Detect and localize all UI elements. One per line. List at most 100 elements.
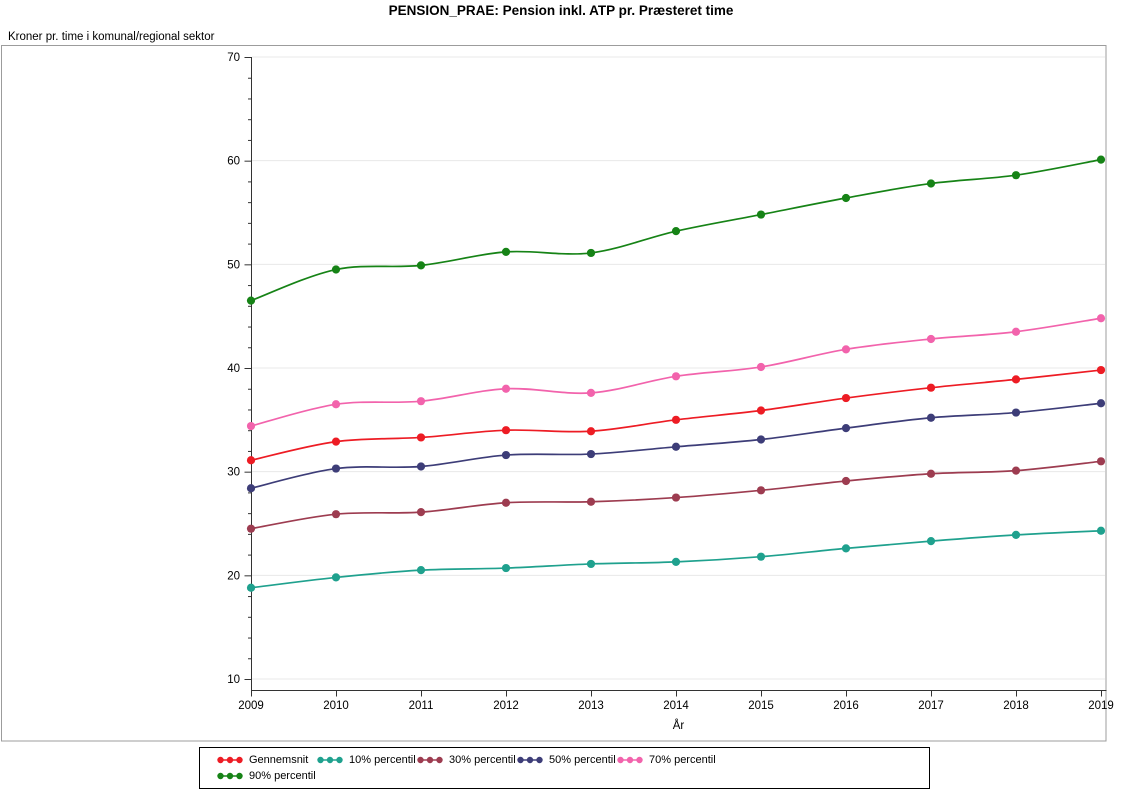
- data-point-30-percentil: [671, 493, 681, 502]
- data-point-70-percentil: [926, 334, 936, 344]
- data-point-30-percentil: [501, 498, 511, 507]
- y-tick-label: 30: [227, 467, 240, 479]
- data-point-gennemsnit: [841, 393, 851, 403]
- data-point-50-percentil: [1096, 399, 1106, 408]
- data-point-30-percentil: [756, 486, 766, 495]
- data-point-gennemsnit: [1011, 375, 1021, 384]
- data-point-30-percentil: [586, 497, 596, 506]
- x-tick-label: 2019: [1088, 700, 1114, 712]
- legend-marker-icon: [217, 756, 243, 764]
- data-point-90-percentil: [1096, 155, 1106, 164]
- data-point-70-percentil: [501, 384, 511, 393]
- y-tick-label: 50: [227, 259, 240, 271]
- data-point-10-percentil: [416, 566, 426, 575]
- y-tick-label: 70: [227, 52, 240, 64]
- data-point-50-percentil: [756, 435, 766, 444]
- data-point-50-percentil: [841, 424, 851, 433]
- series-line-70-percentil: [250, 317, 1102, 427]
- data-point-50-percentil: [331, 464, 341, 473]
- data-point-90-percentil: [246, 296, 256, 305]
- data-point-30-percentil: [841, 476, 851, 486]
- data-point-70-percentil: [1096, 314, 1106, 323]
- legend-marker-icon: [417, 756, 443, 764]
- data-point-90-percentil: [586, 248, 596, 258]
- data-point-10-percentil: [331, 573, 341, 582]
- data-point-70-percentil: [586, 388, 596, 397]
- x-tick-label: 2013: [578, 700, 604, 712]
- legend-label: Gennemsnit: [249, 754, 309, 766]
- data-point-50-percentil: [1011, 408, 1021, 417]
- legend-label: 10% percentil: [349, 754, 416, 766]
- data-point-10-percentil: [926, 537, 936, 546]
- data-point-10-percentil: [1011, 530, 1021, 540]
- legend-item-10-percentil: 10% percentil: [317, 753, 416, 767]
- data-point-10-percentil: [246, 583, 256, 592]
- data-point-70-percentil: [246, 421, 256, 431]
- legend-item-gennemsnit: Gennemsnit: [217, 753, 308, 767]
- data-point-70-percentil: [416, 397, 426, 406]
- data-point-90-percentil: [331, 265, 341, 274]
- data-point-70-percentil: [841, 345, 851, 354]
- data-point-90-percentil: [841, 193, 851, 203]
- data-point-10-percentil: [841, 544, 851, 553]
- data-point-10-percentil: [501, 563, 511, 573]
- legend-marker-icon: [617, 756, 643, 764]
- x-tick-label: 2015: [748, 700, 774, 712]
- data-point-50-percentil: [586, 449, 596, 459]
- data-point-10-percentil: [756, 552, 766, 561]
- legend-marker-icon: [517, 756, 543, 764]
- data-point-50-percentil: [501, 450, 511, 460]
- data-point-50-percentil: [926, 413, 936, 422]
- x-tick-label: 2009: [238, 700, 264, 712]
- data-point-70-percentil: [1011, 327, 1021, 336]
- legend-marker-icon: [217, 772, 243, 780]
- x-axis-label: År: [672, 720, 685, 732]
- legend-item-30-percentil: 30% percentil: [417, 753, 516, 767]
- data-point-gennemsnit: [756, 406, 766, 415]
- data-point-30-percentil: [1011, 466, 1021, 475]
- data-point-gennemsnit: [501, 426, 511, 435]
- data-point-gennemsnit: [1096, 365, 1106, 375]
- data-point-gennemsnit: [926, 383, 936, 392]
- data-point-30-percentil: [1096, 457, 1106, 466]
- figure-frame: [1, 45, 1107, 742]
- y-tick-label: 20: [227, 570, 240, 582]
- data-point-gennemsnit: [586, 427, 596, 436]
- data-point-30-percentil: [926, 469, 936, 478]
- y-axis-label: Kroner pr. time i komunal/regional sekto…: [8, 31, 215, 43]
- data-point-70-percentil: [756, 362, 766, 372]
- data-point-gennemsnit: [246, 456, 256, 465]
- y-tick-label: 10: [227, 674, 240, 686]
- data-point-50-percentil: [246, 484, 256, 493]
- legend-label: 50% percentil: [549, 754, 616, 766]
- x-tick-label: 2011: [409, 700, 434, 712]
- legend-item-70-percentil: 70% percentil: [617, 753, 716, 767]
- data-point-gennemsnit: [331, 437, 341, 446]
- data-point-10-percentil: [586, 559, 596, 569]
- data-point-gennemsnit: [416, 433, 426, 442]
- data-point-50-percentil: [416, 462, 426, 471]
- data-point-10-percentil: [1096, 526, 1106, 535]
- data-point-10-percentil: [671, 557, 681, 566]
- data-point-90-percentil: [501, 247, 511, 256]
- data-point-50-percentil: [671, 442, 681, 451]
- data-point-90-percentil: [1011, 171, 1021, 180]
- data-point-90-percentil: [671, 227, 681, 236]
- data-point-90-percentil: [926, 179, 936, 188]
- legend-label: 70% percentil: [649, 754, 716, 766]
- legend-item-90-percentil: 90% percentil: [217, 769, 316, 783]
- data-point-90-percentil: [416, 261, 426, 270]
- x-tick-label: 2010: [323, 700, 349, 712]
- x-tick-label: 2018: [1003, 700, 1029, 712]
- legend-label: 30% percentil: [449, 754, 516, 766]
- data-point-90-percentil: [756, 210, 766, 219]
- data-point-30-percentil: [331, 510, 341, 519]
- legend-marker-icon: [317, 756, 343, 764]
- x-tick-label: 2017: [918, 700, 944, 712]
- x-tick-label: 2012: [493, 700, 519, 712]
- x-tick-label: 2016: [833, 700, 859, 712]
- legend: Gennemsnit 10% percentil 30% percentil 50% …: [199, 747, 930, 789]
- legend-label: 90% percentil: [249, 770, 316, 782]
- y-tick-label: 40: [227, 363, 240, 375]
